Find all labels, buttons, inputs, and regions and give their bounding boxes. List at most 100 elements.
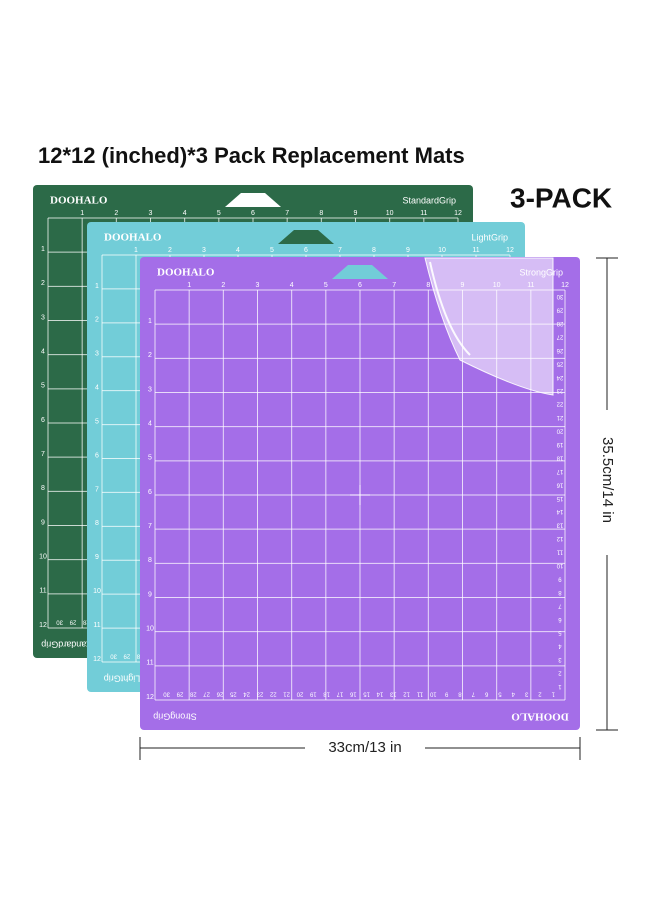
ruler-left: 1	[95, 283, 99, 290]
ruler-left: 10	[93, 588, 101, 595]
brand: DOOHALO	[50, 195, 108, 207]
grip-label: StandardGrip	[402, 195, 456, 205]
ruler-top: 9	[354, 210, 358, 217]
ruler-left: 7	[41, 451, 45, 458]
ruler-bottom: 17	[336, 690, 343, 696]
ruler-right: 18	[556, 454, 563, 460]
ruler-top: 10	[386, 210, 394, 217]
ruler-top: 9	[406, 247, 410, 254]
ruler-top: 7	[285, 210, 289, 217]
brand-inverted: DOOHALO	[511, 710, 569, 722]
ruler-right: 6	[558, 616, 562, 622]
hanger	[225, 193, 281, 207]
ruler-bottom: 18	[323, 690, 330, 696]
ruler-left: 2	[41, 280, 45, 287]
ruler-bottom: 28	[82, 618, 89, 624]
ruler-left: 3	[41, 314, 45, 321]
ruler-right: 24	[556, 374, 563, 380]
title: 12*12 (inched)*3 Pack Replacement Mats	[38, 143, 465, 168]
brand: DOOHALO	[157, 267, 215, 279]
ruler-bottom: 29	[69, 618, 76, 624]
ruler-top: 12	[506, 247, 514, 254]
ruler-left: 1	[41, 246, 45, 253]
ruler-left: 2	[148, 352, 152, 359]
ruler-right: 30	[556, 293, 563, 299]
ruler-left: 11	[93, 622, 100, 629]
ruler-right: 8	[558, 589, 562, 595]
mat: DOOHALOStrongGrip11223344556677889910101…	[140, 257, 580, 730]
ruler-top: 6	[358, 282, 362, 289]
protective-film	[424, 257, 554, 396]
ruler-bottom: 16	[349, 690, 356, 696]
ruler-top: 8	[426, 282, 430, 289]
height-dimension: 35.5cm/14 in	[596, 257, 618, 731]
ruler-bottom: 27	[203, 690, 210, 696]
ruler-top: 11	[472, 247, 479, 254]
ruler-bottom: 28	[189, 690, 196, 696]
ruler-top: 10	[438, 247, 446, 254]
ruler-right: 4	[558, 643, 562, 649]
ruler-left: 2	[95, 317, 99, 324]
ruler-left: 10	[146, 626, 154, 633]
ruler-right: 20	[556, 428, 563, 434]
ruler-left: 8	[148, 557, 152, 564]
ruler-left: 9	[95, 554, 99, 561]
ruler-top: 8	[372, 247, 376, 254]
ruler-top: 2	[168, 247, 172, 254]
ruler-left: 1	[148, 318, 152, 325]
ruler-right: 14	[556, 508, 563, 514]
ruler-right: 19	[556, 441, 563, 447]
ruler-top: 1	[80, 210, 84, 217]
width-dimension: 33cm/13 in	[139, 737, 581, 760]
ruler-left: 7	[95, 486, 99, 493]
mats: DOOHALO StandardGrip112233445566778899101…	[33, 185, 580, 730]
ruler-top: 12	[454, 210, 462, 217]
ruler-top: 6	[304, 247, 308, 254]
ruler-left: 9	[148, 591, 152, 598]
ruler-top: 8	[319, 210, 323, 217]
ruler-bottom: 28	[136, 652, 143, 658]
ruler-top: 5	[270, 247, 274, 254]
film-highlight	[429, 261, 471, 356]
ruler-right: 28	[556, 320, 563, 326]
film	[424, 257, 554, 396]
ruler-top: 3	[256, 282, 260, 289]
ruler-bottom: 30	[163, 690, 170, 696]
ruler-top: 2	[221, 282, 225, 289]
height-label: 35.5cm/14 in	[599, 437, 616, 523]
ruler-bottom: 30	[110, 652, 117, 658]
ruler-bottom: 3	[524, 690, 528, 696]
ruler-left: 6	[95, 452, 99, 459]
pack-badge: 3-PACK	[510, 182, 612, 213]
ruler-right: 29	[556, 307, 563, 313]
ruler-top: 5	[324, 282, 328, 289]
ruler-left: 9	[41, 519, 45, 526]
ruler-bottom: 26	[216, 690, 223, 696]
grip-label-inverted: LightGrip	[104, 674, 141, 684]
ruler-top: 12	[561, 282, 569, 289]
ruler-top: 3	[202, 247, 206, 254]
ruler-bottom: 4	[511, 690, 515, 696]
hanger	[332, 265, 388, 279]
ruler-right: 5	[558, 629, 562, 635]
ruler-bottom: 20	[296, 690, 303, 696]
ruler-left: 12	[146, 694, 154, 701]
ruler-top: 1	[134, 247, 138, 254]
ruler-left: 7	[148, 523, 152, 530]
ruler-left: 4	[148, 421, 152, 428]
ruler-right: 2	[558, 670, 562, 676]
ruler-right: 9	[558, 575, 562, 581]
ruler-left: 3	[95, 351, 99, 358]
ruler-top: 7	[392, 282, 396, 289]
ruler-left: 5	[148, 455, 152, 462]
ruler-bottom: 11	[416, 690, 423, 696]
ruler-bottom: 23	[256, 690, 263, 696]
ruler-bottom: 19	[309, 690, 316, 696]
grip-label-inverted: StrongGrip	[153, 712, 197, 722]
ruler-right: 22	[556, 401, 563, 407]
ruler-bottom: 14	[376, 690, 383, 696]
ruler-left: 5	[41, 383, 45, 390]
ruler-right: 1	[558, 683, 562, 689]
ruler-bottom: 22	[269, 690, 276, 696]
